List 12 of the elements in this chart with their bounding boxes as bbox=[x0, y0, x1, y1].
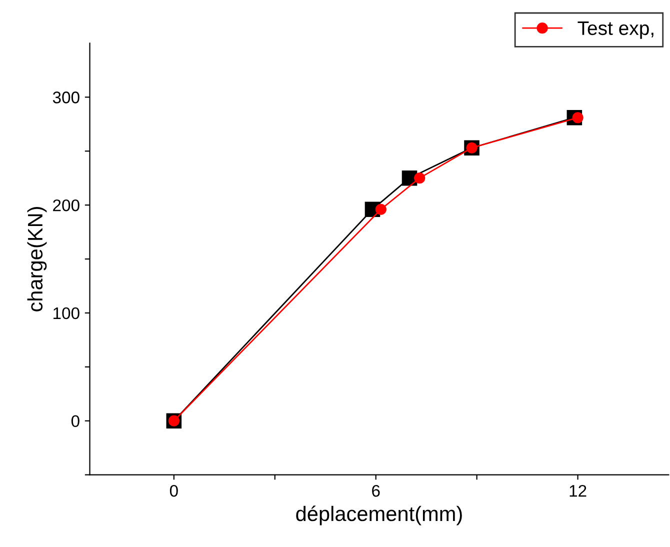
point bbox=[414, 172, 426, 184]
y-tick-label: 200 bbox=[53, 199, 80, 212]
y-tick-label: 100 bbox=[54, 307, 80, 320]
x-axis-title: déplacement(mm) bbox=[296, 506, 462, 526]
legend-label: Test exp, bbox=[578, 21, 654, 39]
point bbox=[375, 204, 386, 215]
x-tick-label: 6 bbox=[372, 484, 380, 497]
y-axis-title: charge(KN) bbox=[27, 207, 47, 312]
x-tick-label: 12 bbox=[570, 484, 586, 497]
y-tick-label: 0 bbox=[71, 415, 80, 428]
x-tick-label: 0 bbox=[170, 484, 178, 497]
y-tick-label: 300 bbox=[52, 92, 80, 104]
